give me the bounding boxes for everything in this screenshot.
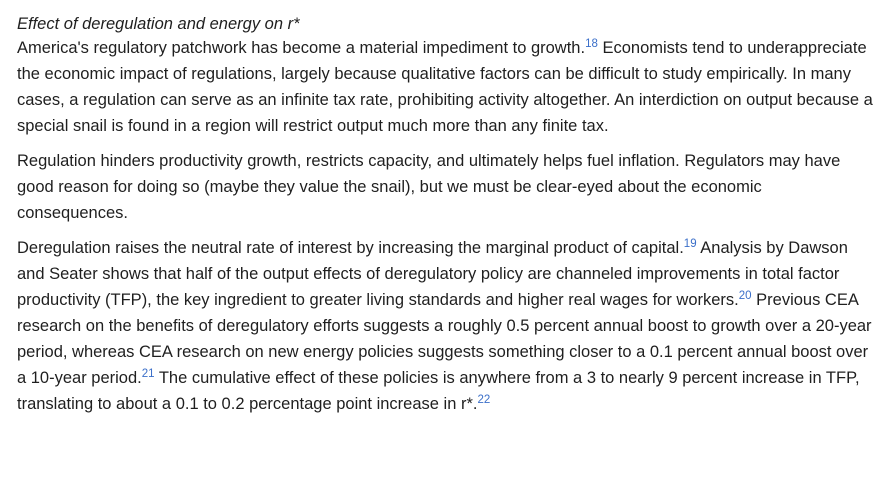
article-section: Effect of deregulation and energy on r* … (17, 15, 877, 417)
paragraph-2: Regulation hinders productivity growth, … (17, 148, 877, 226)
paragraph-text: Regulation hinders productivity growth, … (17, 152, 841, 222)
paragraph-text: America's regulatory patchwork has becom… (17, 39, 586, 57)
section-heading: Effect of deregulation and energy on r* (17, 15, 300, 33)
footnote-link-22[interactable]: 22 (477, 394, 491, 406)
paragraph-1: America's regulatory patchwork has becom… (17, 35, 877, 139)
paragraph-text: Previous CEA research on the benefits of… (17, 291, 872, 387)
paragraph-text: The cumulative effect of these policies … (17, 369, 860, 413)
paragraph-text: Deregulation raises the neutral rate of … (17, 239, 684, 257)
footnote-link-19[interactable]: 19 (683, 238, 697, 250)
footnote-link-18[interactable]: 18 (585, 38, 598, 50)
footnote-link-21[interactable]: 21 (141, 368, 155, 380)
paragraph-text: Analysis by Dawson and Seater shows that… (17, 239, 848, 309)
paragraph-text: Economists tend to underappreciate the e… (17, 39, 873, 135)
footnote-link-20[interactable]: 20 (738, 290, 752, 302)
paragraph-3: Deregulation raises the neutral rate of … (17, 235, 877, 417)
